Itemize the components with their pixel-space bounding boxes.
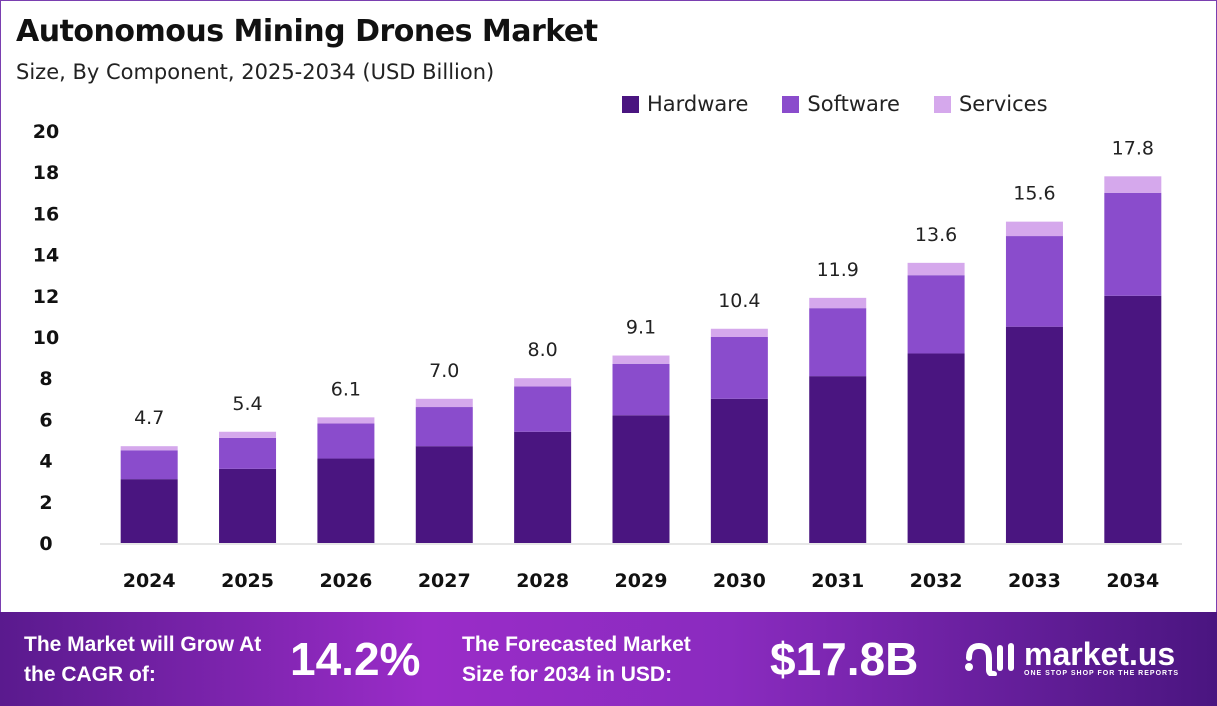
bar-services xyxy=(1005,221,1063,237)
bar-software xyxy=(514,386,572,432)
bar-services xyxy=(415,398,473,408)
bar-software xyxy=(219,437,277,469)
y-tick-label: 2 xyxy=(39,492,52,514)
bar-hardware xyxy=(710,398,768,543)
legend-swatch xyxy=(782,95,800,113)
bar-software xyxy=(317,423,375,459)
bar-services xyxy=(514,378,572,387)
bar-hardware xyxy=(612,415,670,543)
x-tick-label: 2033 xyxy=(1008,570,1061,592)
x-tick-label: 2024 xyxy=(123,570,176,592)
chart-subtitle: Size, By Component, 2025-2034 (USD Billi… xyxy=(16,60,495,84)
data-label: 13.6 xyxy=(915,224,957,246)
bar-software xyxy=(809,308,867,377)
bar-services xyxy=(219,431,277,438)
bar-services xyxy=(1104,176,1162,193)
legend-label: Hardware xyxy=(647,92,749,116)
data-label: 6.1 xyxy=(331,378,361,400)
bar-software xyxy=(120,450,178,480)
bar-hardware xyxy=(514,431,572,543)
x-tick-label: 2030 xyxy=(713,570,766,592)
bar-software xyxy=(415,407,473,447)
chart-title: Autonomous Mining Drones Market xyxy=(16,14,598,49)
bar-software xyxy=(1005,236,1063,327)
bar-hardware xyxy=(219,468,277,543)
data-label: 11.9 xyxy=(817,259,859,281)
bar-software xyxy=(710,337,768,399)
bar-hardware xyxy=(317,458,375,543)
logo: market.us ONE STOP SHOP FOR THE REPORTS xyxy=(964,638,1179,677)
legend-software: Software xyxy=(782,92,900,116)
data-label: 4.7 xyxy=(134,407,164,429)
bar-services xyxy=(120,446,178,451)
y-tick-label: 14 xyxy=(33,245,59,267)
data-label: 10.4 xyxy=(718,290,760,312)
x-tick-label: 2034 xyxy=(1106,570,1159,592)
cagr-value: 14.2% xyxy=(290,633,421,685)
legend-services: Services xyxy=(933,92,1048,116)
data-label: 7.0 xyxy=(429,360,459,382)
bar-hardware xyxy=(415,446,473,543)
y-tick-label: 18 xyxy=(33,162,59,184)
bar-hardware xyxy=(907,353,965,543)
y-tick-label: 16 xyxy=(33,203,59,225)
logo-name: market.us xyxy=(1024,636,1176,672)
x-tick-label: 2031 xyxy=(811,570,864,592)
y-tick-label: 4 xyxy=(39,451,52,473)
bar-hardware xyxy=(120,479,178,543)
y-tick-label: 20 xyxy=(33,121,59,143)
legend-label: Services xyxy=(958,92,1048,116)
legend: Hardware Software Services xyxy=(622,92,1048,116)
bar-services xyxy=(612,355,670,364)
data-label: 5.4 xyxy=(232,393,262,415)
legend-swatch xyxy=(933,95,951,113)
legend-label: Software xyxy=(807,92,900,116)
bar-hardware xyxy=(809,376,867,543)
forecast-value: $17.8B xyxy=(770,633,919,685)
chart: 0 2 4 6 8 10 12 14 16 18 20 4.7 2024 5.4 2025 6.1 2026 7.… xyxy=(33,121,1182,592)
forecast-label: The Forecasted Market Size for 2034 in U… xyxy=(462,633,691,686)
x-tick-label: 2025 xyxy=(221,570,274,592)
bar-software xyxy=(612,363,670,416)
logo-tagline: ONE STOP SHOP FOR THE REPORTS xyxy=(1024,670,1180,677)
legend-swatch xyxy=(622,95,639,113)
y-tick-label: 12 xyxy=(33,286,59,308)
logo-icon xyxy=(965,642,1014,676)
bar-software xyxy=(907,275,965,354)
bar-software xyxy=(1104,192,1162,296)
legend-hardware: Hardware xyxy=(622,92,748,116)
bar-services xyxy=(317,417,375,424)
bar-services xyxy=(710,328,768,337)
bar-hardware xyxy=(1104,295,1162,543)
y-tick-label: 8 xyxy=(39,368,52,390)
data-label: 17.8 xyxy=(1112,137,1154,159)
x-tick-label: 2027 xyxy=(418,570,471,592)
y-tick-label: 0 xyxy=(39,533,52,555)
y-tick-label: 6 xyxy=(39,409,52,431)
footer-banner: The Market will Grow At the CAGR of: 14.… xyxy=(0,612,1217,706)
x-tick-label: 2026 xyxy=(319,570,372,592)
x-tick-label: 2028 xyxy=(516,570,569,592)
cagr-label: The Market will Grow At the CAGR of: xyxy=(24,633,262,686)
x-tick-label: 2032 xyxy=(910,570,963,592)
data-label: 9.1 xyxy=(626,317,656,339)
bar-hardware xyxy=(1005,326,1063,543)
y-tick-label: 10 xyxy=(33,327,59,349)
data-label: 15.6 xyxy=(1013,183,1055,205)
data-label: 8.0 xyxy=(528,339,558,361)
x-tick-label: 2029 xyxy=(615,570,668,592)
bar-services xyxy=(809,297,867,309)
bar-services xyxy=(907,262,965,276)
